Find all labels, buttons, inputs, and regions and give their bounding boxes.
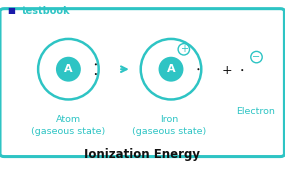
Text: ■: ■ — [7, 6, 15, 15]
Text: A: A — [167, 64, 175, 74]
Ellipse shape — [198, 68, 200, 70]
Text: −: − — [253, 52, 260, 62]
Text: testbook: testbook — [21, 6, 70, 16]
Ellipse shape — [95, 63, 97, 65]
Ellipse shape — [95, 73, 97, 75]
Text: Ionization Energy: Ionization Energy — [84, 148, 201, 161]
Ellipse shape — [56, 57, 81, 82]
Text: A: A — [64, 64, 73, 74]
Ellipse shape — [158, 57, 184, 82]
Text: +: + — [180, 44, 188, 54]
Text: Atom
(gaseous state): Atom (gaseous state) — [31, 115, 105, 136]
Text: Iron
(gaseous state): Iron (gaseous state) — [133, 115, 207, 136]
Text: +: + — [221, 63, 232, 77]
Text: Electron: Electron — [236, 107, 274, 116]
Ellipse shape — [241, 69, 243, 71]
FancyBboxPatch shape — [0, 9, 284, 157]
